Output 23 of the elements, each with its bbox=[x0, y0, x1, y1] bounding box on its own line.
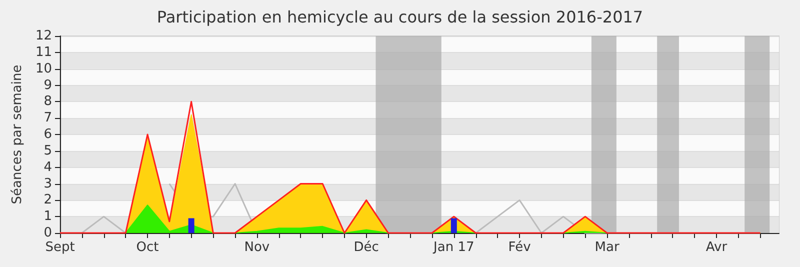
y-tick-label: 7 bbox=[44, 110, 52, 126]
y-tick-label: 8 bbox=[44, 94, 52, 110]
x-tick-label: Nov bbox=[244, 240, 270, 255]
x-tick-label: Fév bbox=[508, 240, 532, 255]
y-tick-label: 4 bbox=[44, 160, 52, 175]
y-tick-label: 10 bbox=[35, 61, 52, 76]
y-axis-title: Séances par semaine bbox=[10, 64, 25, 204]
y-tick-label: 1 bbox=[44, 209, 52, 224]
y-tick-label: 2 bbox=[44, 192, 52, 208]
x-tick-label: Déc bbox=[354, 240, 379, 255]
y-tick-label: 5 bbox=[44, 143, 52, 158]
x-tick-label: Sept bbox=[45, 240, 75, 255]
x-tick-label: Jan 17 bbox=[432, 240, 474, 255]
y-tick-label: 0 bbox=[44, 226, 52, 240]
x-tick-label: Mar bbox=[594, 240, 620, 255]
y-tick-label: 9 bbox=[44, 78, 52, 93]
chart-title: Participation en hemicycle au cours de la session 2016-2017 bbox=[156, 8, 644, 26]
y-tick-label: 6 bbox=[44, 127, 52, 142]
y-tick-label: 12 bbox=[35, 28, 52, 44]
y-tick-label: 11 bbox=[35, 44, 52, 60]
x-tick-label: Avr bbox=[706, 240, 728, 255]
y-tick-label: 3 bbox=[44, 176, 52, 192]
x-tick-label: Oct bbox=[136, 240, 159, 255]
